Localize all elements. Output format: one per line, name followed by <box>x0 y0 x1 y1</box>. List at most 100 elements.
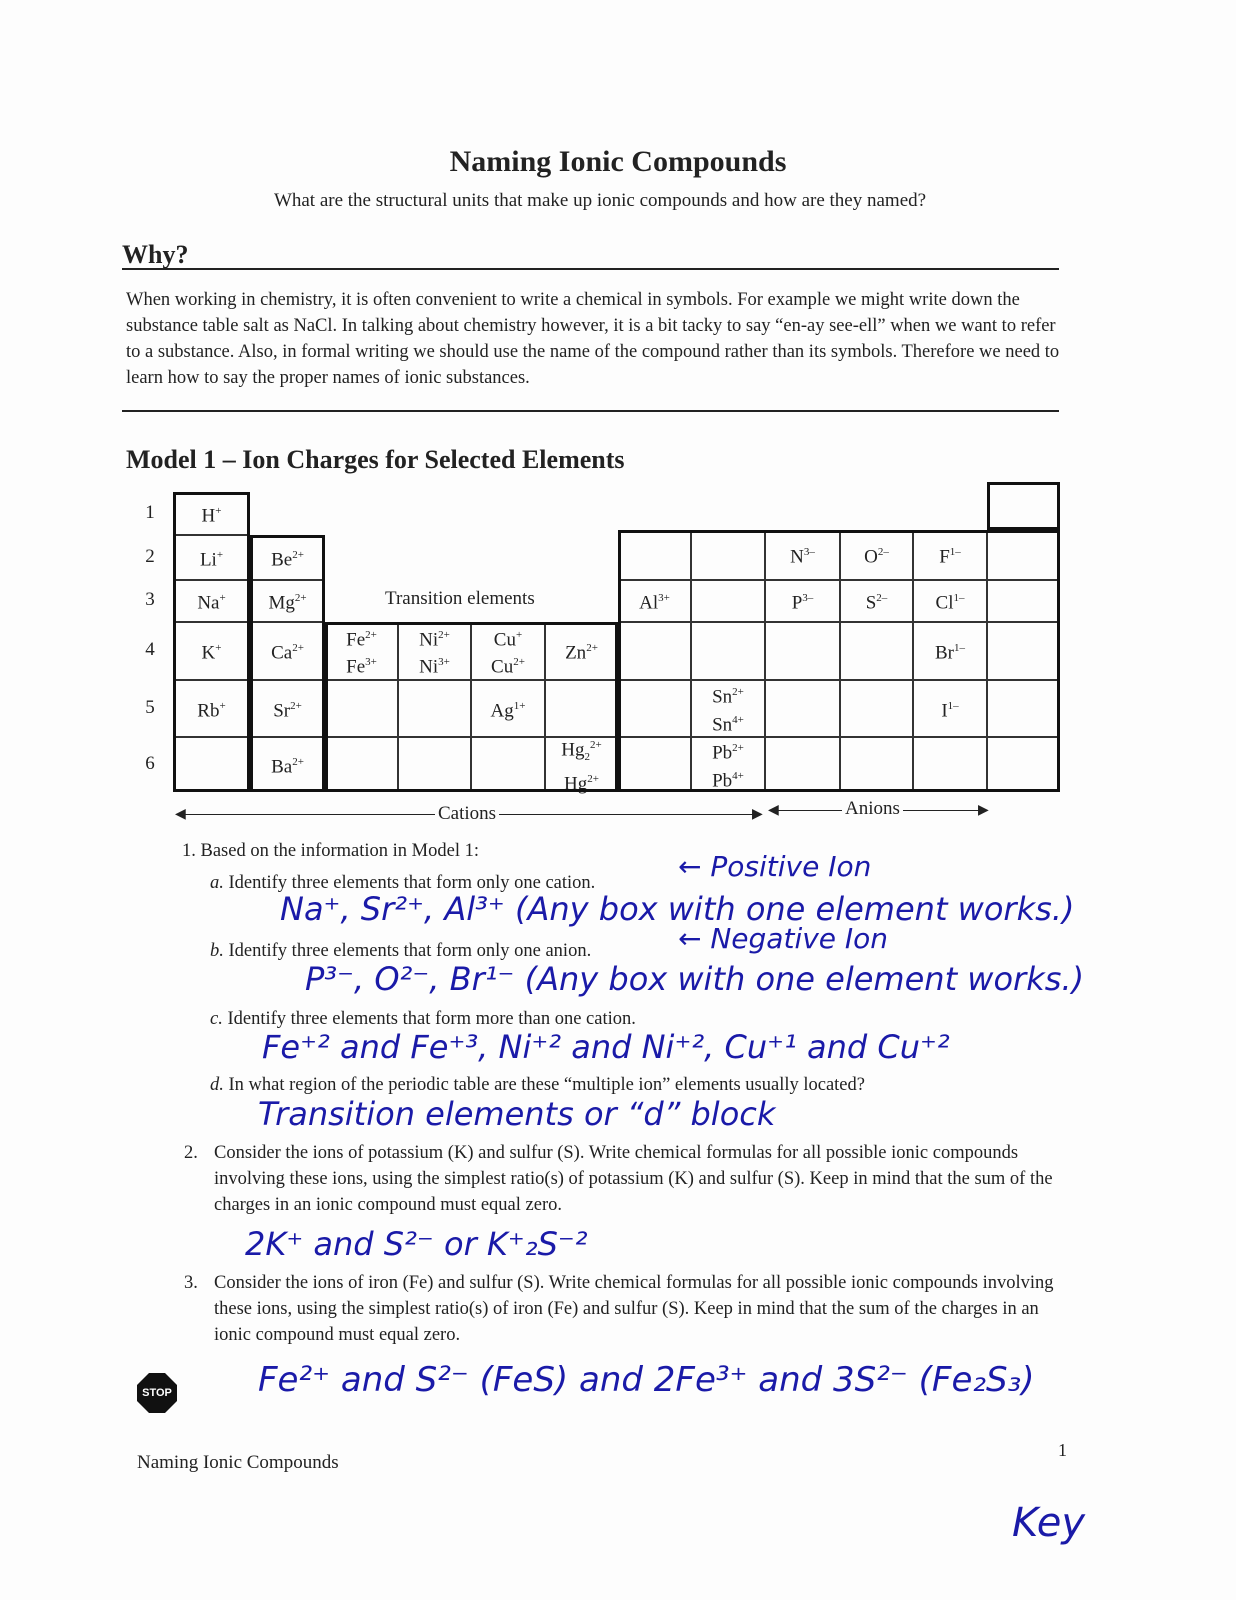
ion-charge: 1– <box>947 699 959 712</box>
element-symbol: Cl <box>935 592 954 614</box>
ion-label: Mg2+ <box>268 587 306 614</box>
ion-charge: 1– <box>949 546 961 559</box>
ion-charge: 2+ <box>732 742 744 755</box>
table-cell: Cu+ Cu2+ <box>471 622 545 680</box>
table-cell <box>325 737 398 792</box>
table-cell: Pb2+ Pb4+ <box>691 737 765 792</box>
element-symbol: K <box>201 642 216 664</box>
question-number: 2. <box>184 1143 198 1163</box>
table-cell <box>987 737 1060 792</box>
ion-charge: 2+ <box>732 686 744 699</box>
ion-label: Al3+ <box>639 587 670 614</box>
table-cell: S2– <box>840 580 913 622</box>
ion-label: Ag1+ <box>491 695 526 722</box>
divider <box>122 410 1059 412</box>
element-symbol: Ca <box>271 642 293 664</box>
table-cell: I1– <box>913 680 987 737</box>
row-label: 3 <box>145 589 155 610</box>
question-text: Consider the ions of potassium (K) and s… <box>214 1143 1053 1215</box>
divider <box>122 268 1059 270</box>
ion-charge: 2+ <box>292 548 304 561</box>
ion-label: P3– <box>792 587 814 614</box>
element-symbol: Cu <box>491 656 514 678</box>
table-cell: Cl1– <box>913 580 987 622</box>
element-symbol: Na <box>197 592 220 614</box>
question-letter: a. <box>210 873 224 893</box>
element-symbol: S <box>865 592 877 614</box>
ion-charge: + <box>216 548 224 561</box>
question-1d: d. In what region of the periodic table … <box>210 1072 865 1098</box>
handwritten-answer-1c: Fe⁺² and Fe⁺³, Ni⁺² and Ni⁺², Cu⁺¹ and C… <box>262 1028 950 1066</box>
ion-label: Rb+ <box>197 695 225 722</box>
table-cell: Ag1+ <box>471 680 545 737</box>
table-cell: Rb+ <box>173 680 250 737</box>
row-label: 5 <box>145 696 155 718</box>
table-cell: F1– <box>913 530 987 580</box>
ion-label: Sn4+ <box>712 709 744 736</box>
why-heading: Why? <box>122 240 189 269</box>
row-label: 1 <box>145 501 155 523</box>
ion-label: Pb2+ <box>712 737 744 764</box>
ion-label: Li+ <box>200 544 223 571</box>
table-cell: Na+ <box>173 580 250 622</box>
question-text: Identify three elements that form only o… <box>228 941 592 961</box>
table-cell <box>173 737 250 792</box>
table-cell: Fe2+ Fe3+ <box>325 622 398 680</box>
element-symbol: H <box>201 505 216 527</box>
subscript: 2 <box>584 750 591 763</box>
question-letter: b. <box>210 941 224 961</box>
table-cell: H+ <box>173 492 250 535</box>
question-number: 3. <box>184 1273 198 1293</box>
element-symbol: Sn <box>712 713 733 735</box>
stop-sign-icon: STOP <box>137 1373 177 1413</box>
question-1a: a. Identify three elements that form onl… <box>210 870 595 896</box>
element-symbol: Hg <box>561 739 585 761</box>
arrow-right-icon: ▶ <box>752 807 763 822</box>
table-cell <box>840 680 913 737</box>
ion-charge: 3+ <box>658 592 670 605</box>
element-symbol: Cu <box>493 629 516 650</box>
ion-label: S2– <box>866 587 888 614</box>
cations-label: Cations <box>435 803 500 825</box>
page-number: 1 <box>1058 1440 1067 1460</box>
ion-charge: 2+ <box>438 628 450 641</box>
table-cell: Li+ <box>173 535 250 580</box>
table-cell: N3– <box>765 530 840 580</box>
table-cell <box>913 737 987 792</box>
ion-label: Zn2+ <box>565 637 598 664</box>
ion-charge: 2– <box>876 592 888 605</box>
ion-label: Cu2+ <box>491 651 525 678</box>
table-cell <box>840 737 913 792</box>
ion-charge: 2+ <box>587 772 599 785</box>
element-symbol: F <box>939 546 950 568</box>
ion-label: Cu+ <box>494 624 522 651</box>
question-text: Based on the information in Model 1: <box>200 841 480 861</box>
question-letter: d. <box>210 1075 224 1095</box>
ion-charge: 2+ <box>294 592 307 605</box>
ion-label: Na+ <box>197 587 225 614</box>
ion-label: K+ <box>202 637 222 664</box>
ion-charge: 1+ <box>513 699 526 712</box>
ion-label: H+ <box>202 500 222 527</box>
ion-label: Be2+ <box>271 544 304 571</box>
table-cell <box>618 680 691 737</box>
ion-label: Ni3+ <box>419 651 450 678</box>
row-label: 6 <box>145 752 155 774</box>
ion-label: Ca2+ <box>271 637 304 664</box>
ion-label: O2– <box>864 541 889 568</box>
table-cell <box>987 580 1060 622</box>
ion-label: Fe3+ <box>346 651 377 678</box>
question-1: 1. Based on the information in Model 1: <box>182 838 479 864</box>
table-cell <box>325 680 398 737</box>
element-symbol: Sn <box>712 686 733 708</box>
element-symbol: Ag <box>490 700 514 722</box>
table-cell: K+ <box>173 622 250 680</box>
handwritten-answer-1a: Na⁺, Sr²⁺, Al³⁺ (Any box with one elemen… <box>280 890 1075 928</box>
table-cell <box>987 482 1060 530</box>
ion-charge: 2+ <box>513 656 525 668</box>
ion-label: F1– <box>939 541 961 568</box>
table-cell <box>398 680 471 737</box>
table-cell <box>691 622 765 680</box>
ion-charge: 2– <box>877 546 889 559</box>
question-3: 3. Consider the ions of iron (Fe) and sul… <box>184 1270 1064 1348</box>
